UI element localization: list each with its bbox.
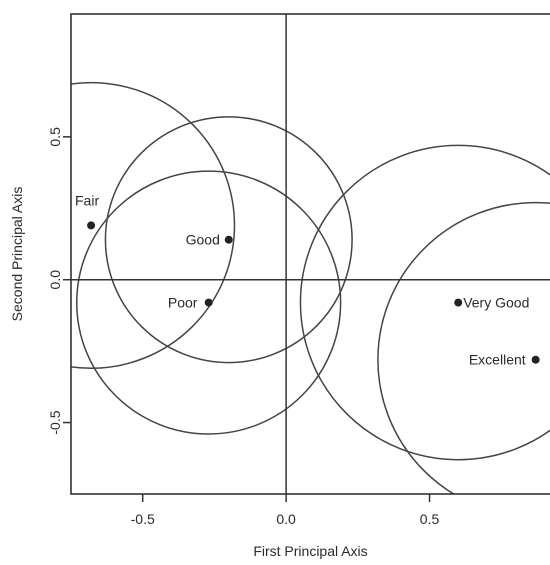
point-very-good (454, 298, 463, 307)
x-tick-label: 0.0 (276, 511, 296, 527)
point-poor (204, 298, 213, 307)
point-fair (87, 221, 96, 230)
circle-excellent (377, 201, 550, 494)
confidence-circles (71, 81, 550, 494)
x-tick-label: 0.5 (420, 511, 440, 527)
y-tick-label: -0.5 (47, 410, 63, 434)
y-tick-label: 0.0 (47, 270, 63, 290)
y-tick-label: 0.5 (47, 127, 63, 147)
point-good (224, 235, 233, 244)
x-axis-label: First Principal Axis (253, 543, 367, 559)
circle-fair (71, 81, 236, 369)
circle-good (104, 116, 353, 364)
point-excellent (531, 355, 540, 364)
point-label-good: Good (186, 232, 220, 248)
point-label-excellent: Excellent (469, 352, 526, 368)
data-points: Fair Good Poor Very Good Excellent (75, 192, 540, 368)
axis-ticks: -0.5 0.0 0.5 -0.5 0.0 0.5 (47, 127, 440, 527)
point-label-very-good: Very Good (463, 295, 529, 311)
circle-poor (75, 170, 342, 435)
x-tick-label: -0.5 (131, 511, 155, 527)
reference-lines (71, 14, 550, 494)
plot-frame (70, 13, 550, 495)
point-label-fair: Fair (75, 192, 99, 208)
circle-very-good (299, 144, 550, 461)
y-axis-label: Second Principal Axis (9, 187, 25, 322)
point-label-poor: Poor (168, 295, 198, 311)
